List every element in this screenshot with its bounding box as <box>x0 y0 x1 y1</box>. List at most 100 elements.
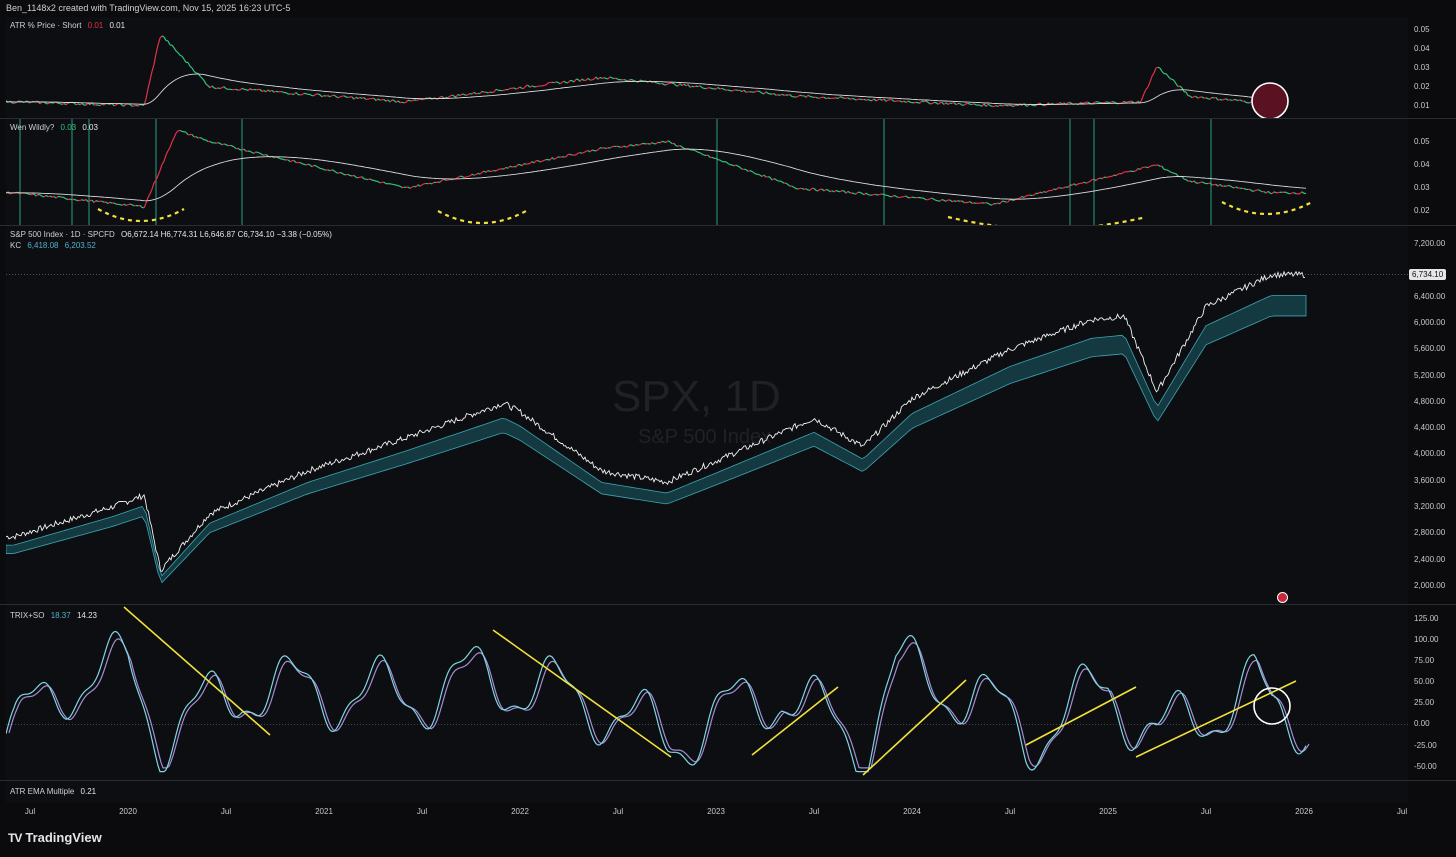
atr-segment <box>1207 98 1211 100</box>
trix-legend[interactable]: TRIX+SO 18.37 14.23 <box>10 611 97 620</box>
wen-segment <box>373 179 377 182</box>
axis-tick-label: 0.01 <box>1414 100 1430 110</box>
atr-segment <box>1201 96 1205 99</box>
wen-segment <box>875 193 879 196</box>
atr-segment <box>607 76 611 80</box>
wen-segment <box>183 131 187 133</box>
spx-legend[interactable]: S&P 500 Index · 1D · SPCFD O6,672.14 H6,… <box>10 230 332 239</box>
circle-annotation <box>1253 687 1291 725</box>
wen-segment <box>311 164 315 168</box>
flag-icon[interactable] <box>1277 592 1288 603</box>
wen-segment <box>565 154 569 158</box>
atr-legend[interactable]: ATR % Price · Short 0.01 0.01 <box>10 21 125 30</box>
atr-price-axis[interactable]: 0.05 0.04 0.03 0.02 0.01 <box>1408 17 1456 118</box>
trix-pane[interactable]: TRIX+SO 18.37 14.23 <box>6 605 1408 780</box>
atr-segment <box>1167 75 1171 79</box>
atr-segment <box>679 83 683 86</box>
wen-segment <box>233 146 237 150</box>
wen-segment <box>1185 178 1189 182</box>
wen-segment <box>855 191 859 195</box>
atr-segment <box>909 101 913 104</box>
wen-segment <box>673 142 677 147</box>
tradingview-logo[interactable]: TV TradingView <box>8 830 102 845</box>
atr-segment <box>385 99 389 102</box>
wen-segment <box>159 164 163 171</box>
spx-price-axis[interactable]: 7,200.00 6,400.00 6,000.00 5,600.00 5,200.00… <box>1408 226 1456 604</box>
kc-legend[interactable]: KC 6,418.08 6,203.52 <box>10 241 96 250</box>
time-axis[interactable]: Jul 2020 Jul 2021 Jul 2022 Jul 2023 Jul 2024 Jul 20… <box>6 803 1408 819</box>
wen-segment <box>529 161 533 164</box>
wen-pane[interactable]: Wen Wildly? 0.03 0.03 <box>6 119 1408 225</box>
wen-segment <box>1135 168 1139 172</box>
wen-segment <box>51 195 55 198</box>
atr-segment <box>971 103 975 106</box>
footer: TV TradingView <box>0 820 1456 857</box>
atr-segment <box>687 84 691 88</box>
atr-segment <box>1171 78 1175 81</box>
atr-segment <box>789 94 793 98</box>
wen-segment <box>821 188 825 192</box>
wen-segment <box>307 163 311 166</box>
atr-segment <box>863 98 867 101</box>
wen-segment <box>107 201 111 205</box>
wen-segment <box>139 205 143 208</box>
wen-segment <box>495 169 499 172</box>
atr-pane[interactable]: ATR % Price · Short 0.01 0.01 <box>6 17 1408 118</box>
atr-segment <box>1169 77 1173 80</box>
atr-segment <box>931 101 935 105</box>
time-tick-label: 2026 <box>1295 807 1313 816</box>
wen-segment <box>851 192 855 195</box>
atr-legend-v1: 0.01 <box>87 21 104 30</box>
trix-price-axis[interactable]: 125.00 100.00 75.00 50.00 25.00 0.00 -25.00 -50… <box>1408 605 1456 780</box>
wen-segment <box>175 130 179 134</box>
wen-legend[interactable]: Wen Wildly? 0.03 0.03 <box>10 123 98 132</box>
atr-segment <box>473 91 477 95</box>
atr-segment <box>339 95 343 98</box>
atr-segment <box>493 88 497 93</box>
atr-segment <box>503 88 507 91</box>
wen-segment <box>929 197 933 200</box>
atr-segment <box>1223 98 1227 100</box>
axis-tick-label: 75.00 <box>1414 656 1435 666</box>
atr-segment <box>121 104 125 107</box>
axis-tick-label: 125.00 <box>1414 614 1439 624</box>
symbol-watermark: SPX, 1D <box>612 372 781 421</box>
trendline-annotation <box>123 606 271 736</box>
wen-segment <box>407 186 411 189</box>
atrema-legend-name: ATR EMA Multiple <box>10 787 75 796</box>
atr-segment <box>209 85 213 89</box>
wen-segment <box>909 196 913 199</box>
atrema-legend[interactable]: ATR EMA Multiple 0.21 <box>10 787 96 796</box>
atr-segment <box>47 102 51 105</box>
wen-segment <box>1199 181 1203 184</box>
wen-segment <box>785 182 789 186</box>
wen-segment <box>735 164 739 167</box>
atr-segment <box>487 91 491 94</box>
wen-segment <box>429 182 433 185</box>
atrema-pane[interactable]: ATR EMA Multiple 0.21 <box>6 781 1408 803</box>
wen-segment <box>891 194 895 198</box>
atr-segment <box>327 95 331 98</box>
wen-segment <box>461 175 465 178</box>
time-tick-label: 2025 <box>1099 807 1117 816</box>
trendline-annotation <box>492 629 672 758</box>
wen-segment <box>1253 189 1257 192</box>
wen-segment <box>309 164 313 168</box>
axis-tick-label: -50.00 <box>1414 761 1437 771</box>
wen-segment <box>153 179 157 184</box>
wen-segment <box>1271 191 1275 195</box>
wen-segment <box>421 183 425 186</box>
wen-segment <box>1257 189 1261 192</box>
spx-pane[interactable]: SPX, 1D S&P 500 Index S&P 500 Index · 1D… <box>6 226 1408 604</box>
wen-segment <box>973 202 977 204</box>
wen-segment <box>53 195 57 199</box>
atr-segment <box>245 89 249 92</box>
atr-segment <box>723 88 727 91</box>
atr-segment <box>841 96 845 99</box>
wen-segment <box>809 187 813 191</box>
atr-segment <box>145 88 149 100</box>
wen-segment <box>191 133 195 138</box>
wen-segment <box>763 174 767 178</box>
wen-price-axis[interactable]: 0.05 0.04 0.03 0.02 <box>1408 119 1456 225</box>
wen-segment <box>293 160 297 163</box>
